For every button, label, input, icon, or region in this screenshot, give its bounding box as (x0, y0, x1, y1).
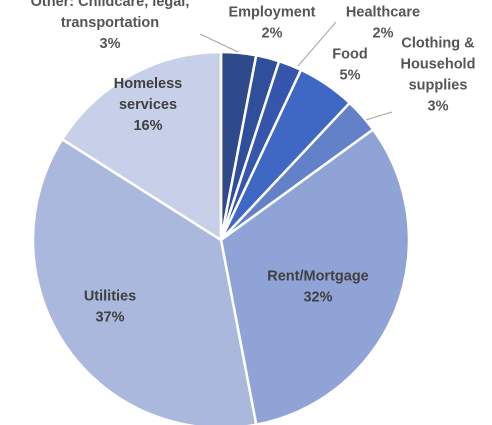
leader-line-healthcare (297, 21, 337, 67)
data-label-other-childcare-legal-transportation: Other: Childcare, legal, transportation 3% (31, 0, 190, 52)
label-value: 5% (340, 68, 361, 84)
slice-homeless-services (61, 50, 223, 242)
leader-line-clothing-and-household-supplies (365, 111, 393, 121)
label-name-line: Utilities (84, 289, 136, 305)
data-labels: Other: Childcare, legal, transportation 3%… (31, 0, 476, 326)
label-name-line: Household (401, 57, 476, 73)
data-label-rent-mortgage: Rent/Mortgage 32% (267, 269, 369, 306)
label-name-line: Employment (228, 5, 315, 21)
data-label-homeless-services: Homeless services 16% (114, 76, 183, 134)
leader-lines (199, 21, 393, 121)
leader-line-other-childcare-legal-transportation (199, 33, 239, 53)
label-name-line: Clothing & (401, 36, 475, 52)
label-name-line: supplies (409, 78, 468, 94)
label-name-line: transportation (61, 15, 159, 31)
label-value: 32% (303, 290, 332, 306)
data-label-clothing-and-household-supplies: Clothing & Household supplies 3% (401, 36, 476, 115)
data-label-utilities: Utilities 37% (84, 289, 136, 326)
label-name-line: Other: Childcare, legal, (31, 0, 190, 10)
label-value: 3% (428, 99, 449, 115)
label-name-line: Rent/Mortgage (267, 269, 369, 285)
label-value: 16% (133, 118, 162, 134)
label-name-line: Healthcare (346, 5, 420, 21)
label-name-line: Food (332, 47, 367, 63)
label-value: 3% (100, 36, 121, 52)
label-value: 2% (262, 26, 283, 42)
label-value: 2% (373, 26, 394, 42)
label-name-line: Homeless (114, 76, 183, 92)
label-value: 37% (95, 310, 124, 326)
data-label-healthcare: Healthcare 2% (346, 5, 420, 42)
label-name-line: services (119, 97, 177, 113)
data-label-food: Food 5% (332, 47, 367, 84)
data-label-employment: Employment 2% (228, 5, 315, 42)
slice-rent-mortgage (219, 128, 411, 425)
slice-utilities (31, 138, 258, 425)
pie-slices (31, 50, 411, 425)
